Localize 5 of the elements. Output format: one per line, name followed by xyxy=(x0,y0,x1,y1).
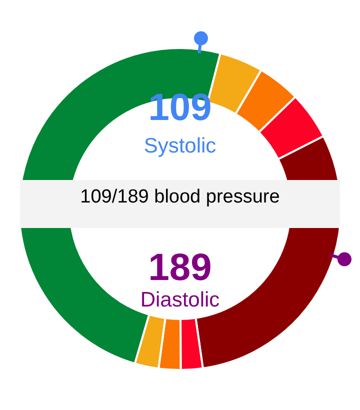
text: 109 xyxy=(148,87,212,129)
text: Diastolic xyxy=(140,288,220,312)
text: Systolic xyxy=(144,134,216,158)
text: 189 xyxy=(148,247,212,289)
text: 109/189 blood pressure xyxy=(80,186,280,208)
